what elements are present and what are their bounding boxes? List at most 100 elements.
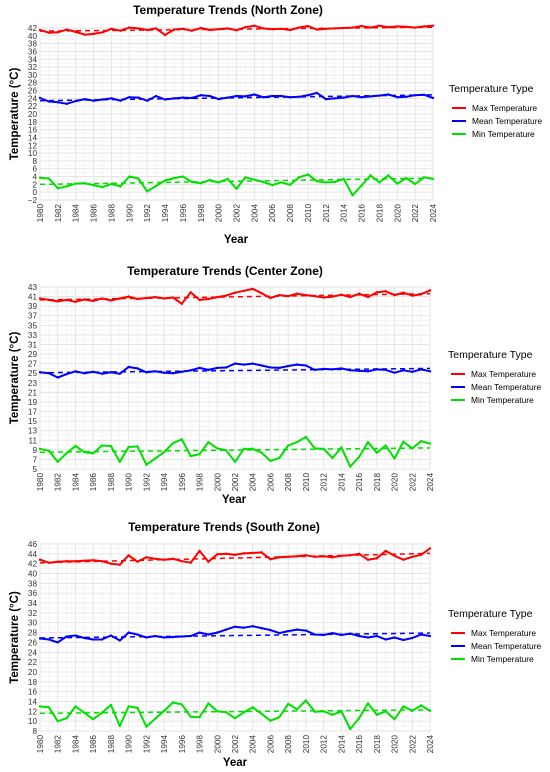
data-point — [431, 24, 435, 27]
x-tick-label: 2004 — [250, 204, 259, 223]
data-point — [74, 444, 77, 448]
data-point — [324, 181, 328, 184]
y-tick-label: 22 — [28, 658, 38, 667]
data-point — [253, 24, 256, 27]
data-point — [56, 376, 59, 379]
x-tick-label: 2018 — [375, 204, 384, 223]
data-point — [109, 371, 113, 374]
x-tick-label: 1998 — [197, 204, 206, 223]
legend-label-max-temperature: Max Temperature — [471, 369, 536, 379]
y-tick-label: 14 — [28, 697, 38, 706]
data-point — [360, 184, 363, 187]
y-tick-label: 35 — [28, 321, 38, 330]
data-point — [101, 31, 104, 34]
x-tick-label: 2002 — [233, 204, 242, 223]
data-point — [384, 444, 387, 447]
data-point — [295, 292, 299, 295]
data-point — [428, 634, 432, 638]
x-tick-label: 2022 — [411, 204, 420, 223]
data-point — [331, 368, 334, 371]
x-tick-label: 1980 — [36, 473, 45, 492]
data-point — [198, 716, 201, 719]
chart-title: Temperature Trends (North Zone) — [133, 3, 323, 17]
data-point — [279, 94, 283, 98]
y-tick-label: 34 — [28, 599, 38, 608]
data-point — [340, 710, 343, 713]
data-point — [351, 94, 354, 98]
data-point — [145, 725, 148, 728]
data-point — [393, 717, 396, 721]
data-point — [286, 294, 290, 298]
data-point — [413, 182, 417, 186]
x-tick-label: 1998 — [196, 735, 205, 754]
data-point — [56, 300, 59, 303]
data-point — [242, 711, 246, 714]
data-point — [127, 445, 130, 449]
data-point — [154, 634, 157, 638]
x-tick-label: 2024 — [426, 735, 435, 754]
data-point — [91, 299, 95, 303]
data-point — [286, 444, 290, 447]
data-point — [269, 459, 272, 463]
data-point — [411, 370, 414, 373]
data-point — [331, 713, 334, 716]
data-point — [324, 27, 328, 30]
data-point — [217, 181, 220, 184]
data-point — [199, 94, 202, 97]
data-point — [396, 95, 399, 99]
data-point — [396, 25, 399, 28]
data-point — [100, 444, 104, 447]
data-point — [154, 94, 158, 98]
data-point — [422, 93, 426, 97]
data-point — [262, 27, 265, 30]
data-point — [279, 181, 283, 184]
data-point — [47, 561, 51, 564]
data-point — [260, 364, 263, 367]
data-point — [233, 625, 237, 628]
x-tick-label: 2014 — [337, 473, 346, 492]
x-tick-label: 2018 — [373, 473, 382, 492]
data-point — [208, 28, 211, 32]
data-point — [366, 702, 370, 705]
data-point — [189, 369, 192, 372]
data-point — [207, 440, 210, 444]
legend: Temperature Type Max Temperature Mean Temp… — [449, 83, 542, 139]
data-point — [101, 185, 104, 189]
data-point — [419, 440, 423, 443]
y-tick-label: 40 — [28, 570, 38, 579]
data-point — [118, 563, 121, 566]
x-tick-label: 2006 — [268, 204, 277, 223]
data-point — [384, 710, 387, 713]
data-point — [366, 295, 370, 299]
data-point — [65, 451, 68, 455]
data-point — [422, 25, 426, 28]
data-point — [38, 447, 42, 451]
data-point — [145, 636, 148, 639]
x-tick-label: 2022 — [408, 735, 417, 754]
data-point — [56, 460, 59, 464]
legend-label-min-temperature: Min Temperature — [471, 654, 534, 664]
data-point — [145, 296, 148, 300]
data-point — [242, 626, 246, 629]
data-point — [366, 370, 370, 373]
data-point — [269, 558, 272, 561]
data-point — [322, 367, 325, 371]
data-point — [333, 180, 336, 184]
data-point — [207, 368, 210, 372]
data-point — [189, 715, 192, 718]
data-point — [419, 704, 423, 707]
x-tick-label: 1994 — [161, 204, 170, 223]
data-point — [145, 556, 148, 559]
data-point — [369, 95, 372, 98]
x-tick-label: 2006 — [266, 735, 275, 754]
data-point — [163, 179, 167, 182]
data-point — [118, 724, 121, 728]
x-tick-label: 1990 — [125, 204, 134, 223]
data-point — [322, 296, 325, 299]
legend-label-mean-temperature: Mean Temperature — [471, 641, 541, 651]
data-point — [118, 460, 121, 464]
data-point — [288, 28, 292, 32]
data-point — [109, 299, 113, 302]
data-point — [402, 558, 405, 561]
y-tick-label: 18 — [28, 118, 38, 127]
